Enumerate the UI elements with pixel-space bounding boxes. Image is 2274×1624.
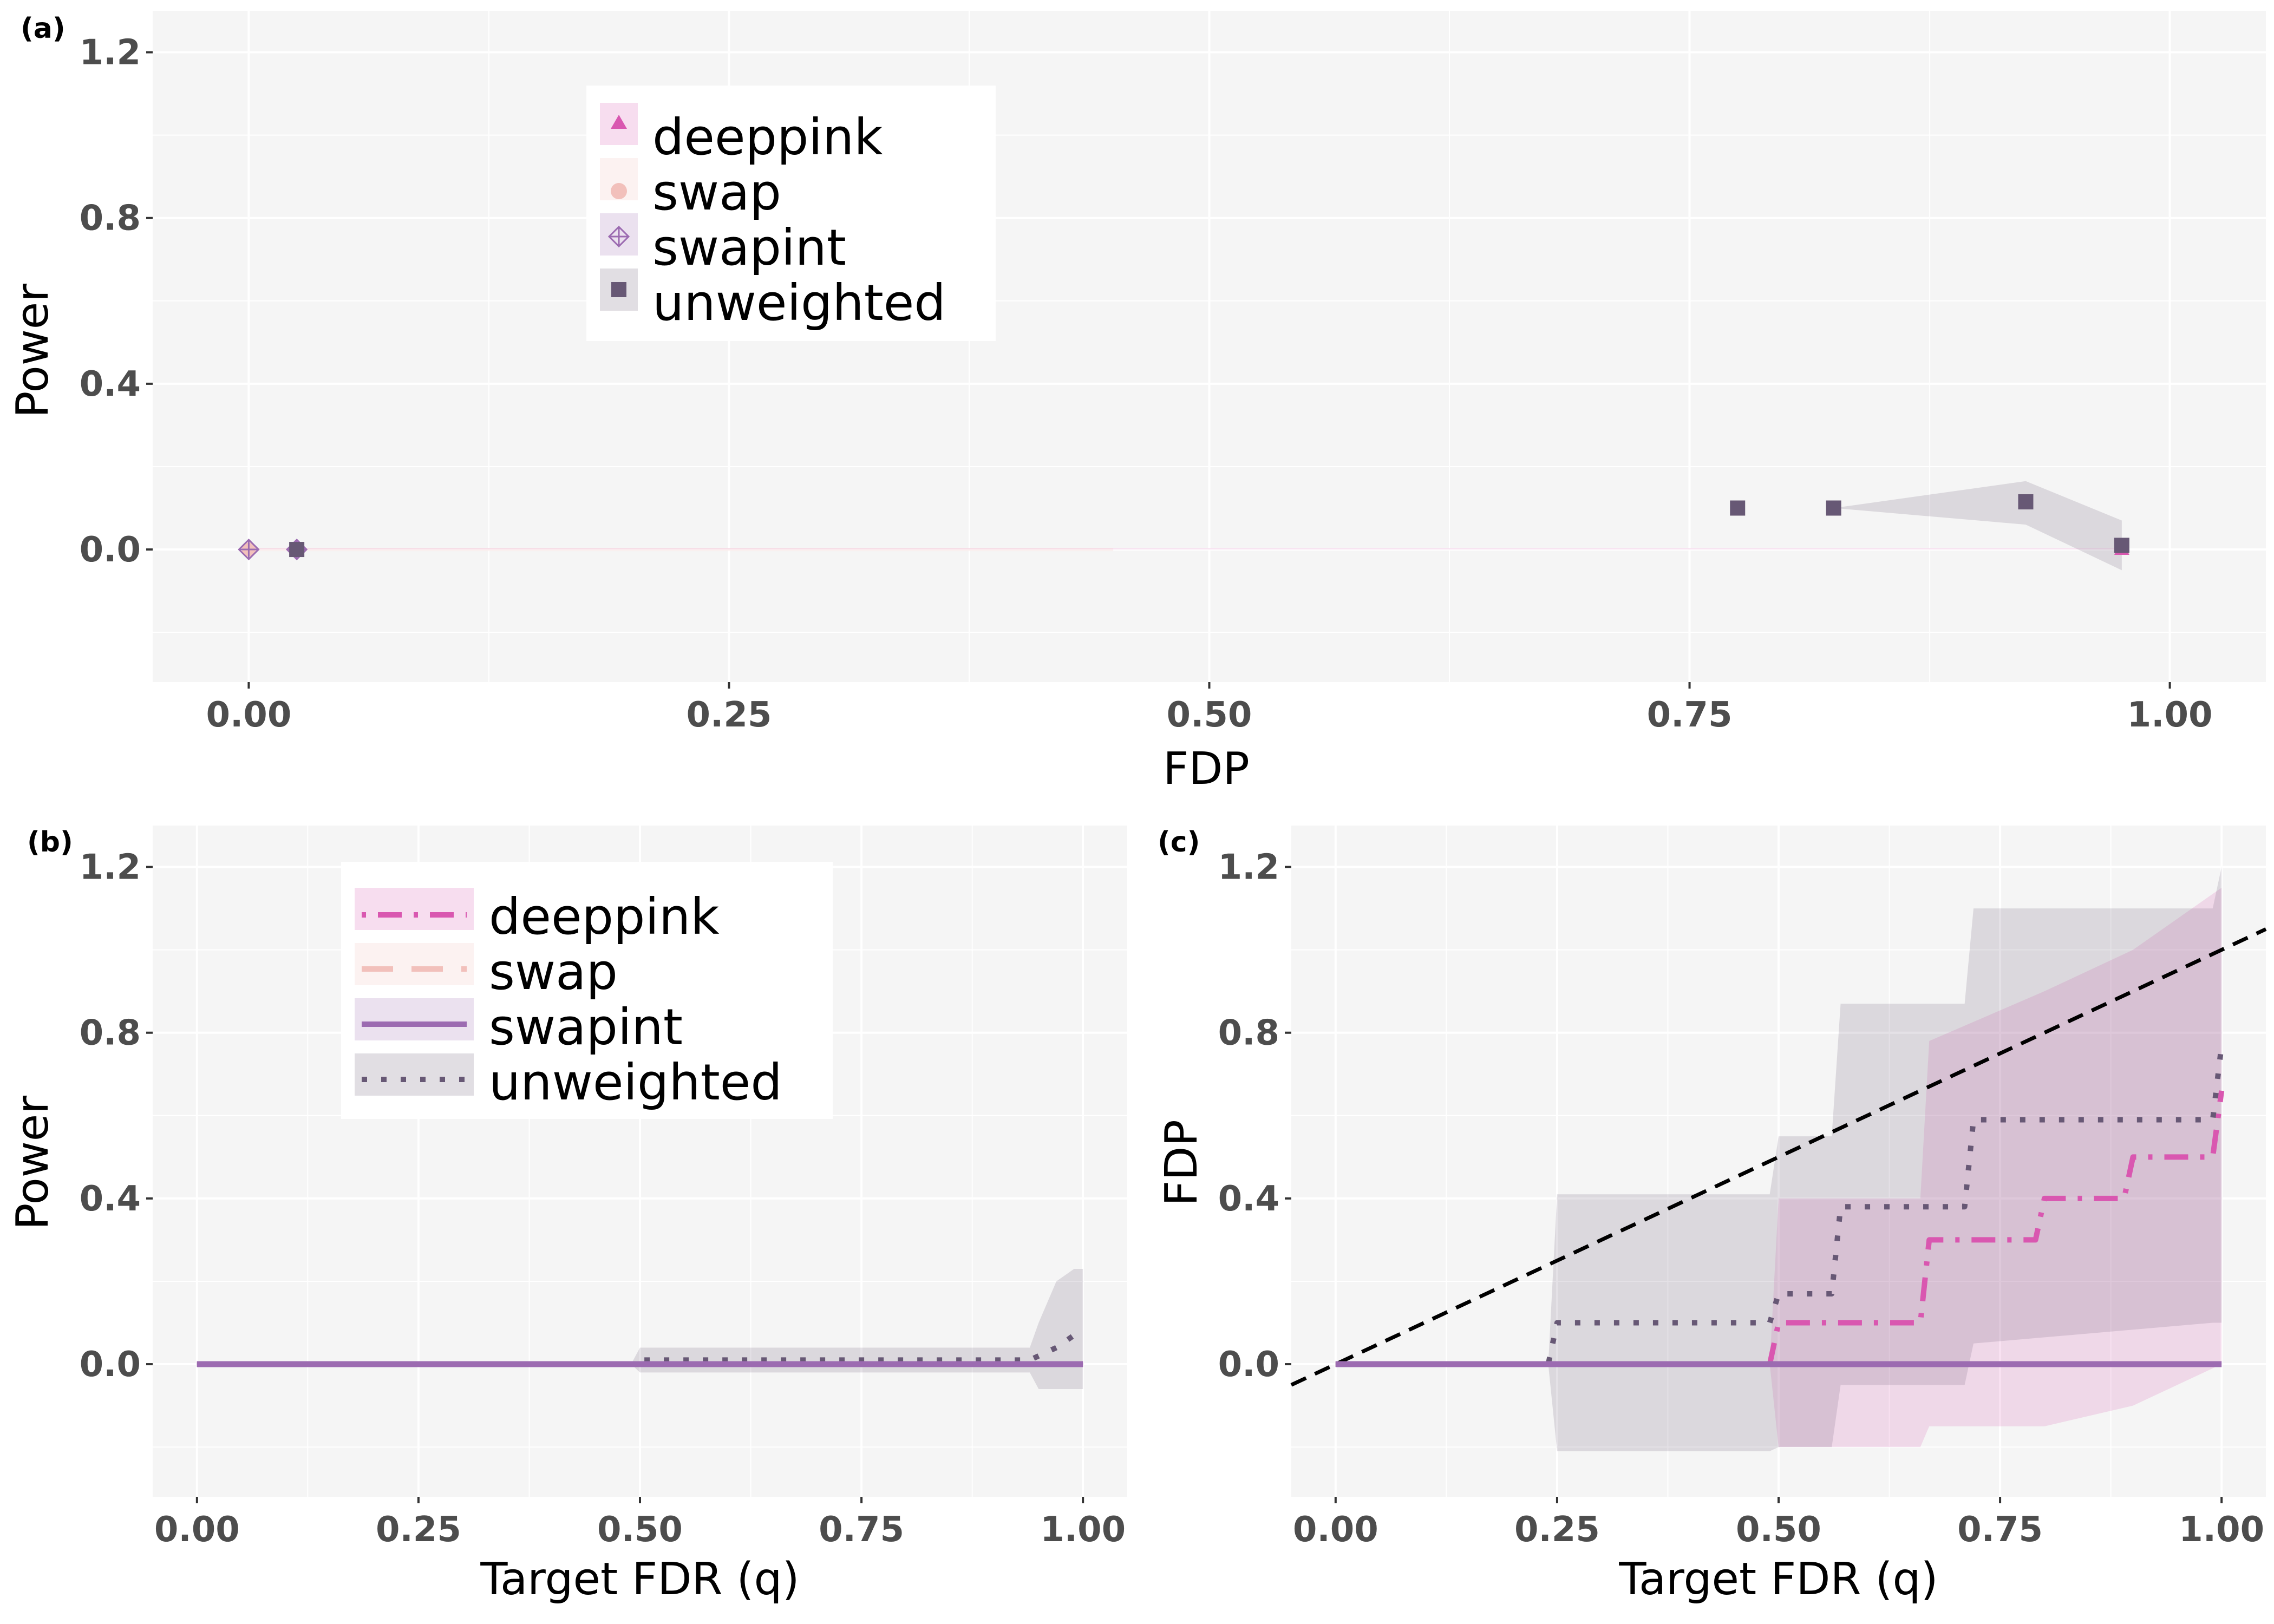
legend-key-bg xyxy=(355,998,474,1040)
swap-confidence-band xyxy=(249,548,1114,552)
panel-b-y-axis-title: Power xyxy=(7,1096,58,1230)
reference-identity-line xyxy=(1290,927,2267,1387)
panel-a-marks xyxy=(238,494,2129,561)
y-tick-label: 1.2 xyxy=(80,33,141,73)
legend-key-bg xyxy=(355,1053,474,1096)
panel-a-x-ticks: 0.00 0.25 0.50 0.75 1.00 xyxy=(206,682,2213,735)
panel-c-bands xyxy=(1548,867,2222,1451)
x-tick-label: 0.25 xyxy=(1514,1510,1600,1550)
panel-a-legend-box xyxy=(586,86,996,341)
circle-icon xyxy=(611,183,627,199)
x-tick-label: 1.00 xyxy=(2127,695,2213,735)
square-icon xyxy=(611,282,626,297)
panel-a-tag: (a) xyxy=(21,12,66,45)
panel-a: 0.0 0.4 0.8 1.2 0.00 0.25 0.50 0.75 1.00 (a) FD… xyxy=(7,11,2266,795)
deeppink-confidence-band xyxy=(1769,887,2222,1448)
panel-c-y-axis-title: FDP xyxy=(1156,1119,1207,1206)
panel-c: 0.0 0.4 0.8 1.2 0.00 0.25 0.50 0.75 1.00 (c) Ta… xyxy=(1156,826,2267,1605)
triangle-icon xyxy=(611,115,627,129)
panel-b-legend: deeppink swap swapint unweighted xyxy=(341,862,833,1119)
panel-a-legend-label-swap: swap xyxy=(652,163,781,221)
x-tick-label: 1.00 xyxy=(2179,1510,2264,1550)
swapint-point xyxy=(238,538,260,561)
panel-b: 0.0 0.4 0.8 1.2 0.00 0.25 0.50 0.75 1.00 (b) Ta… xyxy=(7,826,1127,1605)
panel-b-legend-item-swap: swap xyxy=(355,943,618,1001)
y-tick-label: 1.2 xyxy=(1218,848,1279,888)
panel-a-y-axis-title: Power xyxy=(7,284,58,418)
panel-a-legend-label-swapint: swapint xyxy=(652,219,846,277)
panel-a-legend-item-swapint: swapint xyxy=(600,213,846,277)
y-tick-label: 0.8 xyxy=(80,199,141,239)
x-tick-label: 0.75 xyxy=(819,1510,904,1550)
x-tick-label: 0.50 xyxy=(597,1510,683,1550)
panel-c-lines xyxy=(1290,927,2267,1387)
y-tick-label: 0.8 xyxy=(1218,1013,1279,1053)
panel-b-x-axis-title: Target FDR (q) xyxy=(480,1554,799,1605)
panel-a-y-ticks: 0.0 0.4 0.8 1.2 xyxy=(80,33,153,570)
x-tick-label: 0.75 xyxy=(1647,695,1733,735)
y-tick-label: 0.0 xyxy=(80,1345,141,1385)
panel-b-legend-label-swap: swap xyxy=(489,943,618,1001)
x-tick-label: 0.25 xyxy=(376,1510,461,1550)
deeppink-confidence-band xyxy=(249,548,2122,550)
y-tick-label: 0.4 xyxy=(80,364,141,404)
panel-b-legend-item-unweighted: unweighted xyxy=(355,1053,782,1111)
x-tick-label: 0.75 xyxy=(1957,1510,2043,1550)
x-tick-label: 1.00 xyxy=(1040,1510,1126,1550)
panel-c-y-ticks: 0.0 0.4 0.8 1.2 xyxy=(1218,848,1291,1385)
panel-a-legend-label-deeppink: deeppink xyxy=(652,108,883,166)
unweighted-point xyxy=(289,542,305,558)
legend-key-bg xyxy=(355,888,474,930)
unweighted-point xyxy=(2018,494,2034,510)
y-tick-label: 0.8 xyxy=(80,1013,141,1053)
legend-key-bg xyxy=(355,943,474,985)
panel-b-legend-label-deeppink: deeppink xyxy=(489,888,720,946)
x-tick-label: 0.50 xyxy=(1736,1510,1821,1550)
deeppink-line xyxy=(1335,1090,2225,1367)
panel-c-x-ticks: 0.00 0.25 0.50 0.75 1.00 xyxy=(1293,1497,2264,1550)
panel-b-legend-box xyxy=(341,862,833,1119)
panel-a-legend: deeppink swap swapint unweighted xyxy=(586,86,996,341)
panel-a-grid xyxy=(153,11,2266,682)
panel-b-tag: (b) xyxy=(27,826,73,859)
y-tick-label: 0.0 xyxy=(1218,1345,1279,1385)
panel-c-x-axis-title: Target FDR (q) xyxy=(1618,1554,1938,1605)
panel-b-legend-item-swapint: swapint xyxy=(355,998,683,1056)
unweighted-confidence-band xyxy=(1548,867,2222,1451)
unweighted-point xyxy=(2114,538,2129,553)
panel-a-legend-label-unweighted: unweighted xyxy=(652,274,946,332)
panel-b-legend-label-unweighted: unweighted xyxy=(489,1053,782,1111)
panel-b-legend-label-swapint: swapint xyxy=(489,998,683,1056)
panel-b-lines xyxy=(197,1328,1084,1367)
x-tick-label: 0.50 xyxy=(1167,695,1252,735)
panel-b-legend-item-deeppink: deeppink xyxy=(355,888,720,946)
panel-a-legend-item-swap: swap xyxy=(600,158,781,221)
x-tick-label: 0.00 xyxy=(206,695,291,735)
panel-a-legend-item-unweighted: unweighted xyxy=(600,269,946,332)
panel-b-y-ticks: 0.0 0.4 0.8 1.2 xyxy=(80,848,153,1385)
panel-a-legend-item-deeppink: deeppink xyxy=(600,103,883,166)
diamond-plus-icon xyxy=(607,225,630,248)
unweighted-line xyxy=(197,1328,1084,1367)
unweighted-point xyxy=(1826,500,1841,516)
panel-a-x-axis-title: FDP xyxy=(1163,743,1250,795)
unweighted-point xyxy=(1730,500,1746,516)
y-tick-label: 1.2 xyxy=(80,848,141,888)
x-tick-label: 0.00 xyxy=(154,1510,240,1550)
unweighted-line xyxy=(1335,1045,2225,1367)
panel-c-tag: (c) xyxy=(1158,826,1200,859)
panel-a-bands xyxy=(249,481,2122,571)
y-tick-label: 0.0 xyxy=(80,530,141,570)
y-tick-label: 0.4 xyxy=(1218,1179,1279,1219)
panel-b-x-ticks: 0.00 0.25 0.50 0.75 1.00 xyxy=(154,1497,1126,1550)
unweighted-confidence-band xyxy=(1833,481,2122,571)
x-tick-label: 0.25 xyxy=(687,695,772,735)
y-tick-label: 0.4 xyxy=(80,1179,141,1219)
x-tick-label: 0.00 xyxy=(1293,1510,1378,1550)
